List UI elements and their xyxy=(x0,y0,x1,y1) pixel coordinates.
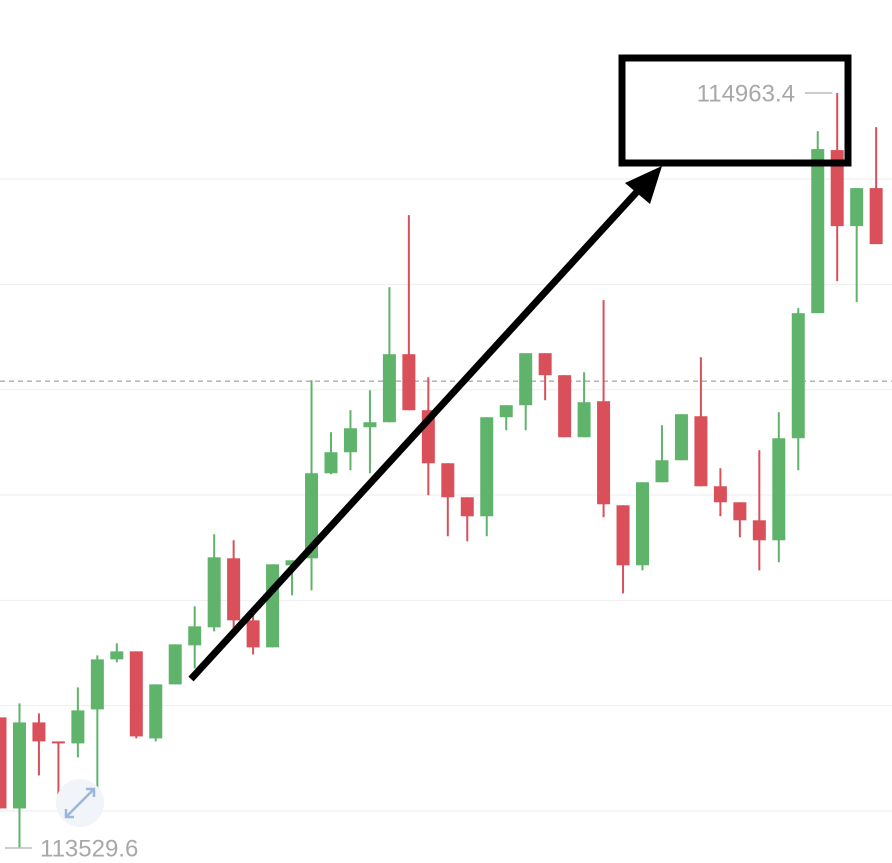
highlight-box xyxy=(618,54,852,167)
candle-body xyxy=(850,188,864,227)
candle-body xyxy=(324,452,338,474)
candle-body xyxy=(616,505,630,566)
candle-body xyxy=(227,558,241,621)
candle-body xyxy=(713,486,727,503)
candle-body xyxy=(110,651,124,660)
candle-body xyxy=(246,620,260,648)
candle-body xyxy=(363,422,377,428)
candle-body xyxy=(90,659,104,710)
candle-body xyxy=(343,428,357,453)
candle-body xyxy=(538,353,552,376)
candle-body xyxy=(791,313,805,439)
candle-body xyxy=(480,417,494,517)
grid xyxy=(0,178,892,812)
candle-body xyxy=(285,560,299,566)
candle-body xyxy=(830,150,844,227)
candle-body xyxy=(597,401,611,505)
candle-body xyxy=(674,414,688,461)
candle-body xyxy=(499,405,513,418)
candle-body xyxy=(71,710,85,744)
annotation-arrow xyxy=(188,166,662,682)
candles xyxy=(0,92,883,849)
candle-body xyxy=(51,741,65,744)
candle-body xyxy=(655,460,669,483)
candle-body xyxy=(266,564,280,648)
candle-body xyxy=(460,497,474,517)
candle-body xyxy=(168,644,182,685)
candle-body xyxy=(636,482,650,566)
candle-body xyxy=(305,473,319,559)
candle-body xyxy=(0,717,7,809)
min-price-label: 113529.6 xyxy=(40,835,138,862)
candle-body xyxy=(12,722,26,809)
candle-body xyxy=(869,188,883,245)
candle-body xyxy=(207,557,221,628)
expand-icon[interactable] xyxy=(56,779,104,827)
candle-body xyxy=(32,722,46,742)
candle-body xyxy=(733,502,747,521)
candle-body xyxy=(752,520,766,541)
candle-body xyxy=(149,684,163,739)
candle-body xyxy=(441,463,455,498)
candle-body xyxy=(188,626,202,646)
max-price-label: 114963.4 xyxy=(697,80,795,107)
candle-body xyxy=(577,402,591,438)
candle-body xyxy=(402,354,416,411)
candle-body xyxy=(811,149,825,314)
candle-body xyxy=(519,353,533,406)
candle-body xyxy=(382,354,396,423)
candle-body xyxy=(694,416,708,487)
candle-body xyxy=(558,375,572,438)
candle-body xyxy=(129,651,143,737)
candle-body xyxy=(772,438,786,541)
